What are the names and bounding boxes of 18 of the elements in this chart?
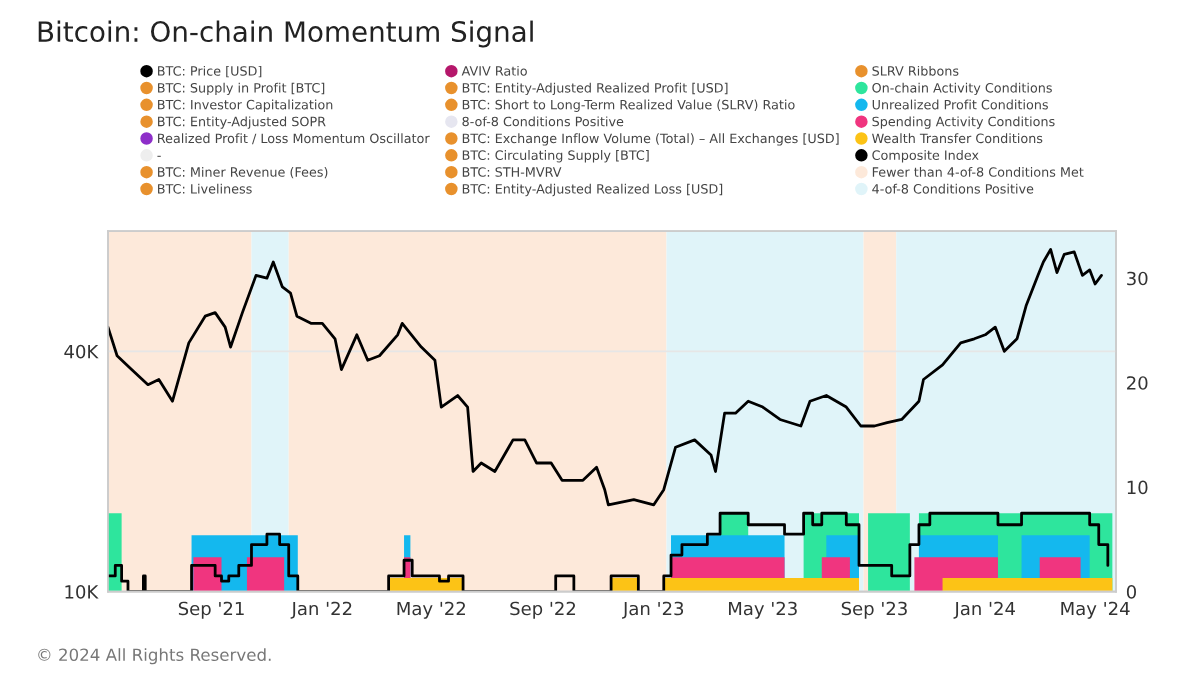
y2-tick-label: 30 [1127, 271, 1148, 286]
y2-tick-label: 10 [1127, 480, 1148, 495]
x-tick-label: Sep '22 [510, 601, 576, 619]
line-series [108, 248, 1103, 507]
y-tick-label: 10K [65, 585, 99, 599]
x-tick-label: May '24 [1061, 601, 1130, 619]
y2-tick-label: 0 [1126, 585, 1137, 599]
y-tick-label: 40K [64, 344, 99, 359]
x-tick-label: May '22 [397, 601, 465, 619]
x-tick-label: Jan '22 [290, 601, 352, 619]
x-tick-label: Sep '23 [841, 601, 907, 619]
x-tick-label: Sep '21 [178, 601, 244, 619]
x-tick-label: Jan '23 [622, 601, 684, 619]
x-tick-label: May '23 [729, 601, 797, 619]
x-tick-label: Jan '24 [953, 601, 1015, 619]
y2-tick-label: 20 [1127, 376, 1148, 390]
chart-title: Bitcoin: On-chain Momentum Signal [38, 20, 533, 48]
text: © 2024 All Rights Reserved. [38, 648, 271, 665]
